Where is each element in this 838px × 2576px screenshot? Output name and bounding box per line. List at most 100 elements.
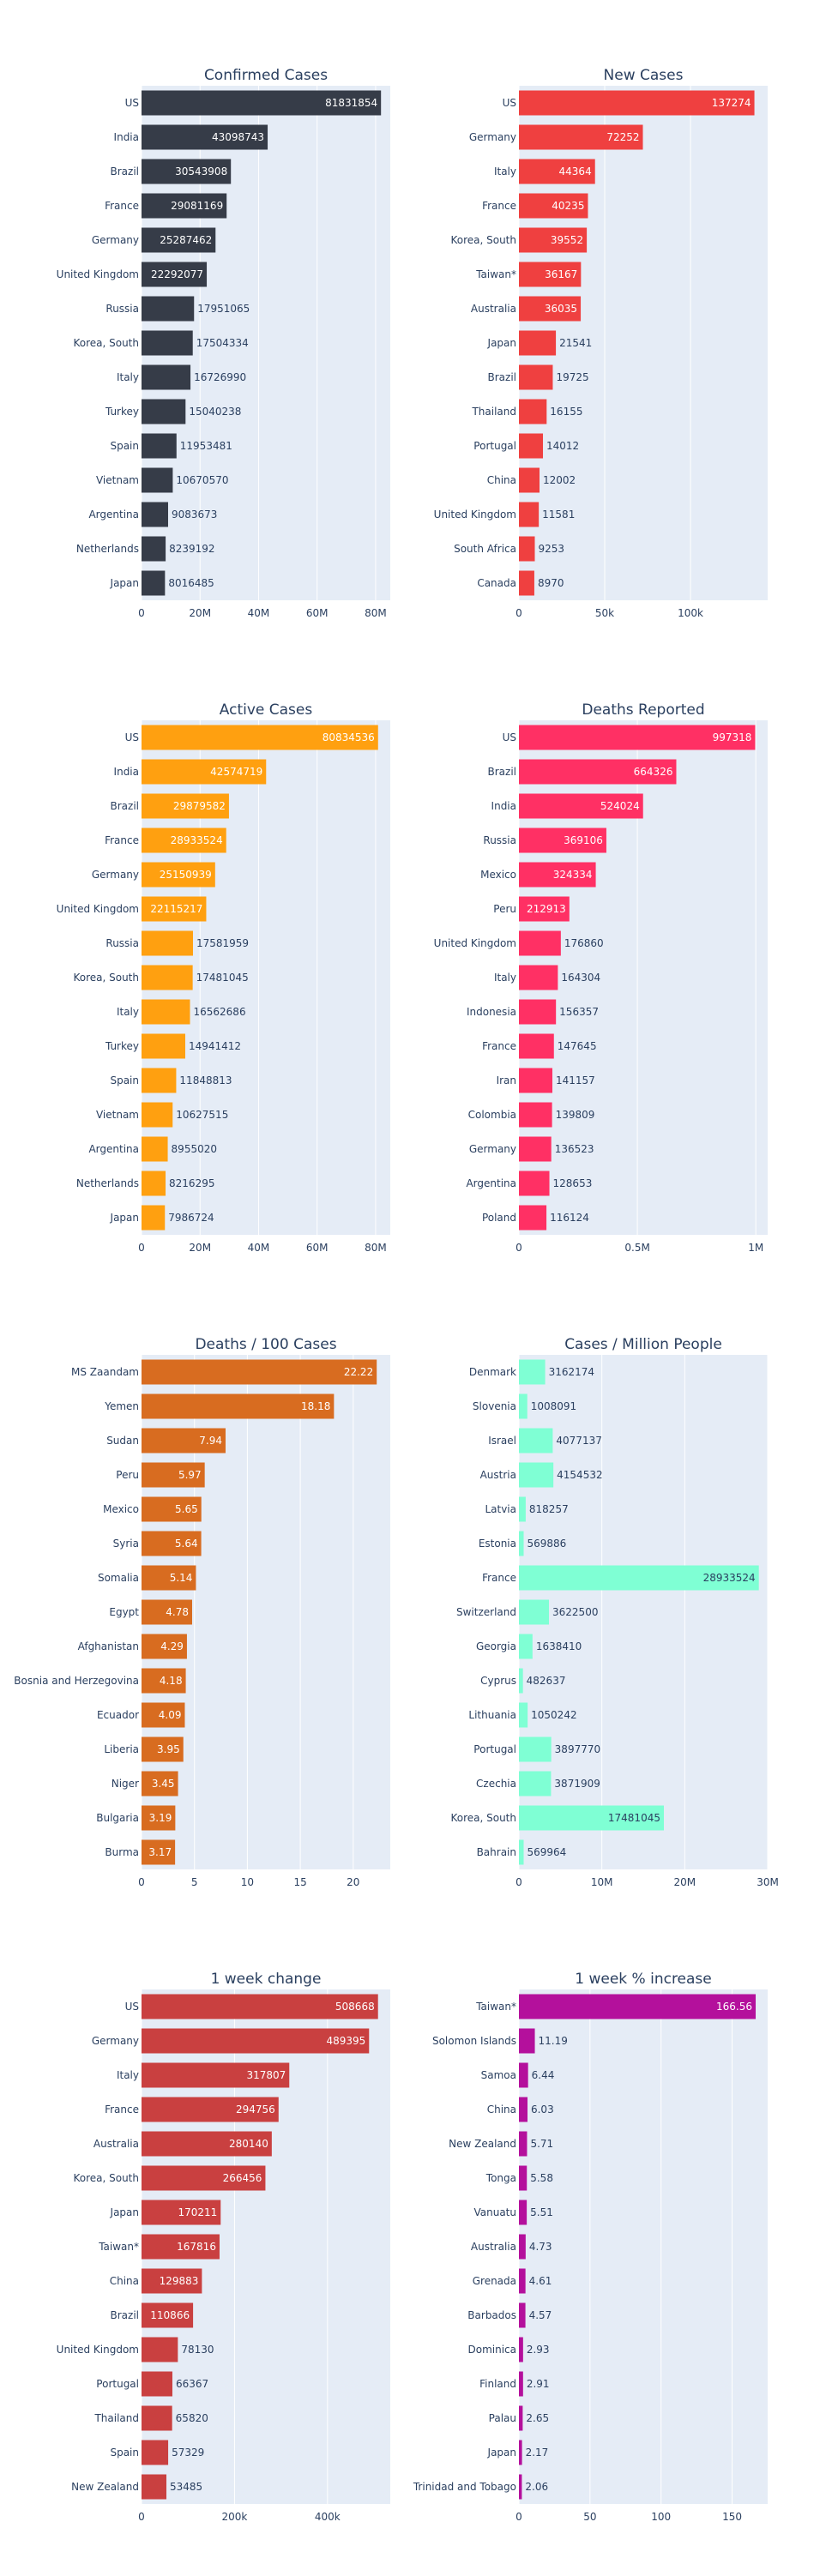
- data-label: 28933524: [171, 834, 223, 846]
- category-label-france: France: [482, 1572, 516, 1584]
- bar-peru: [142, 1462, 205, 1488]
- bar-australia: [519, 296, 582, 322]
- data-label: 2.93: [527, 2344, 550, 2356]
- bar-spain: [142, 433, 177, 459]
- bar-canada: [519, 570, 534, 596]
- category-label-france: France: [105, 2104, 139, 2116]
- bar-denmark: [519, 1359, 546, 1385]
- data-label: 7986724: [168, 1212, 214, 1224]
- bar-india: [519, 793, 643, 819]
- data-label: 266456: [223, 2172, 262, 2184]
- data-label: 2.06: [525, 2481, 548, 2493]
- bar-italy: [142, 364, 191, 390]
- category-label-taiwan: Taiwan*: [475, 2001, 516, 2013]
- bar-russia: [142, 296, 195, 322]
- category-label-india: India: [491, 800, 516, 812]
- bar-japan: [519, 2440, 522, 2465]
- data-label: 3871909: [554, 1778, 600, 1790]
- data-label: 2.17: [526, 2447, 549, 2459]
- bar-finland: [519, 2371, 523, 2397]
- data-label: 16726990: [194, 371, 246, 383]
- category-label-italy: Italy: [117, 371, 139, 383]
- data-label: 21541: [559, 337, 592, 349]
- bar-argentina: [142, 502, 168, 527]
- bar-taiwan: [519, 1994, 757, 2019]
- category-label-france: France: [105, 200, 139, 212]
- data-label: 17581959: [196, 937, 249, 949]
- category-label-ms-zaandam: MS Zaandam: [71, 1366, 139, 1378]
- category-label-germany: Germany: [469, 131, 516, 143]
- bar-bosnia-and-herzegovina: [142, 1668, 186, 1694]
- category-label-liberia: Liberia: [104, 1743, 139, 1755]
- category-label-trinidad-and-tobago: Trinidad and Tobago: [413, 2481, 516, 2493]
- bar-taiwan: [142, 2234, 220, 2260]
- category-label-france: France: [482, 200, 516, 212]
- bar-georgia: [519, 1634, 533, 1659]
- data-label: 25150939: [160, 869, 212, 881]
- data-label: 3162174: [549, 1366, 594, 1378]
- plot-area: [519, 1355, 768, 1869]
- data-label: 3.17: [148, 1846, 172, 1858]
- category-label-barbados: Barbados: [467, 2309, 516, 2321]
- bar-portugal: [519, 1736, 552, 1762]
- chart-title: Cases / Million People: [564, 1336, 722, 1353]
- data-label: 110866: [150, 2309, 190, 2321]
- x-tick-label: 80M: [365, 1242, 387, 1254]
- data-label: 15040238: [189, 406, 241, 418]
- bar-new-zealand: [519, 2131, 528, 2157]
- x-tick-label: 10M: [591, 1876, 613, 1888]
- bar-us: [519, 90, 755, 116]
- data-label: 14012: [546, 440, 579, 452]
- bar-grenada: [519, 2268, 526, 2294]
- x-tick-label: 200k: [221, 2511, 247, 2523]
- bar-vietnam: [142, 467, 173, 493]
- data-label: 29081169: [171, 200, 223, 212]
- x-tick-label: 50: [583, 2511, 596, 2523]
- data-label: 3622500: [552, 1606, 598, 1618]
- category-label-ecuador: Ecuador: [97, 1709, 139, 1721]
- data-label: 4.61: [529, 2275, 552, 2287]
- bar-ms-zaandam: [142, 1359, 377, 1385]
- category-label-estonia: Estonia: [479, 1538, 516, 1550]
- category-label-australia: Australia: [471, 2241, 516, 2253]
- data-label: 166.56: [716, 2001, 752, 2013]
- category-label-mexico: Mexico: [480, 869, 516, 881]
- data-label: 176860: [564, 937, 604, 949]
- data-label: 57329: [172, 2447, 204, 2459]
- data-label: 5.58: [530, 2172, 553, 2184]
- category-label-china: China: [487, 474, 516, 486]
- data-label: 43098743: [212, 131, 264, 143]
- bar-slovenia: [519, 1393, 528, 1419]
- category-label-bulgaria: Bulgaria: [96, 1812, 139, 1824]
- chart-title: Confirmed Cases: [204, 67, 328, 84]
- bar-brazil: [519, 759, 677, 785]
- bar-australia: [142, 2131, 272, 2157]
- data-label: 5.97: [178, 1469, 202, 1481]
- x-tick-label: 10: [241, 1876, 254, 1888]
- chart-cases-million-people: 0 10M 20M 30M Cases / Million People Denmark 3…: [450, 1336, 778, 1888]
- data-label: 997318: [713, 731, 752, 743]
- category-label-brazil: Brazil: [488, 371, 517, 383]
- bar-trinidad-and-tobago: [519, 2474, 522, 2500]
- data-label: 36035: [545, 303, 577, 315]
- bar-united-kingdom: [142, 2337, 178, 2362]
- bar-us: [142, 90, 382, 116]
- bar-india: [142, 124, 268, 150]
- bar-netherlands: [142, 1171, 166, 1196]
- data-label: 280140: [229, 2138, 268, 2150]
- category-label-australia: Australia: [93, 2138, 139, 2150]
- chart-1-week-change: 0 200k 400k 1 week change US 508668 Germany 489…: [57, 1971, 390, 2523]
- bar-portugal: [142, 2371, 172, 2397]
- chart-deaths-reported: 0 0.5M 1M Deaths Reported US 997318 Brazil 6643…: [434, 701, 768, 1254]
- data-label: 3.19: [149, 1812, 172, 1824]
- data-label: 4.09: [159, 1709, 182, 1721]
- category-label-switzerland: Switzerland: [456, 1606, 516, 1618]
- category-label-grenada: Grenada: [473, 2275, 516, 2287]
- bar-spain: [142, 1068, 177, 1093]
- category-label-korea-south: Korea, South: [73, 972, 139, 984]
- bar-peru: [519, 896, 570, 922]
- category-label-indonesia: Indonesia: [467, 1006, 516, 1018]
- bar-syria: [142, 1531, 202, 1556]
- category-label-austria: Austria: [480, 1469, 516, 1481]
